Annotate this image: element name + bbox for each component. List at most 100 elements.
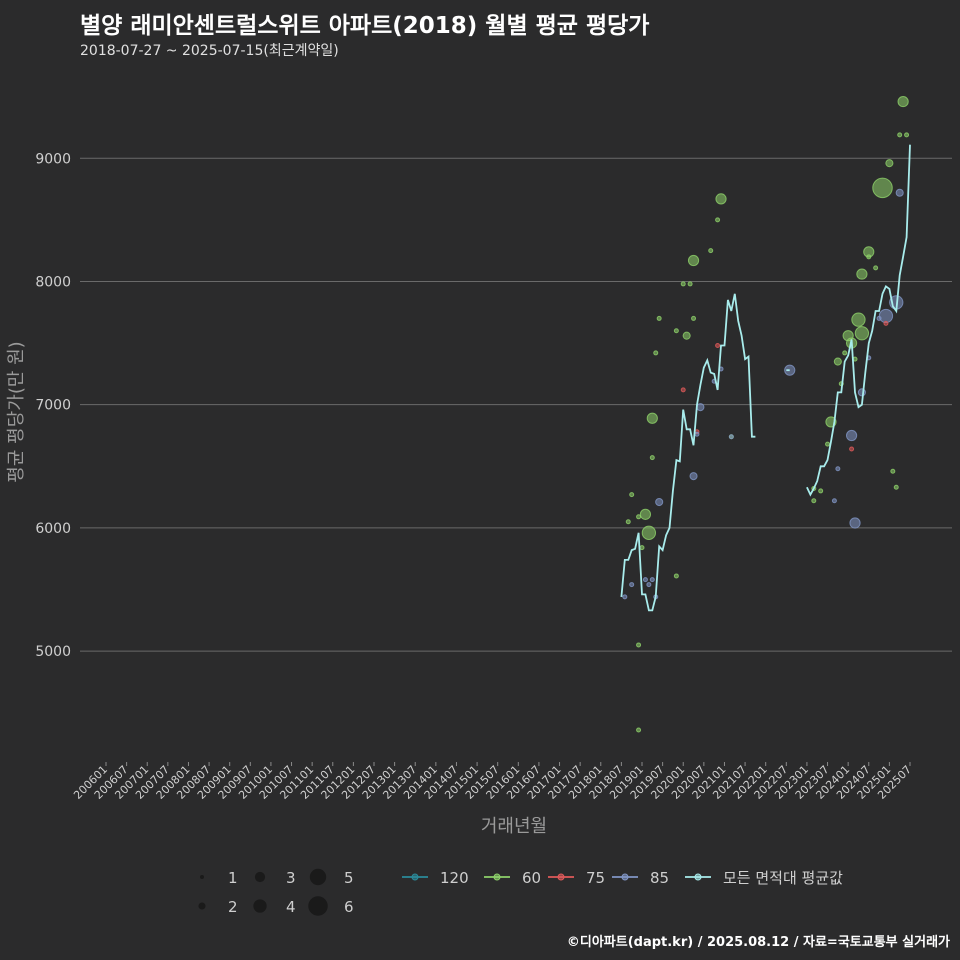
legend-color-dot	[411, 873, 419, 881]
data-point-60	[897, 95, 909, 108]
y-tick-label: 5000	[35, 644, 71, 660]
legend-color-label: 60	[522, 869, 541, 887]
data-point-60	[825, 441, 831, 447]
legend-size-label: 6	[344, 898, 354, 916]
data-point-60	[639, 545, 645, 551]
data-point-60	[639, 508, 652, 520]
average-line-segment	[620, 293, 756, 612]
data-point-85	[728, 434, 734, 440]
average-line-segment	[806, 144, 911, 497]
data-point-60	[636, 642, 642, 648]
data-point-60	[656, 315, 662, 321]
data-point-75	[849, 446, 855, 452]
y-tick-label: 6000	[35, 521, 71, 537]
legend-size-swatch	[253, 899, 267, 913]
y-axis-ticks: 5000 6000 7000 8000 9000	[35, 151, 71, 660]
legend-size-swatch	[308, 896, 328, 916]
data-point-75	[883, 320, 889, 326]
data-point-60	[890, 468, 896, 474]
chart-title: 별양 래미안센트럴스위트 아파트(2018) 월별 평균 평당가	[80, 13, 650, 39]
data-point-60	[680, 281, 686, 287]
data-point-60	[641, 525, 657, 540]
legend-size-label: 1	[228, 869, 238, 887]
legend-color-dot	[557, 873, 565, 881]
y-tick-label: 7000	[35, 398, 71, 414]
data-point-85	[878, 308, 894, 324]
legend-color-label: 85	[650, 869, 669, 887]
legend-size-label: 4	[286, 898, 296, 916]
data-point-60	[629, 492, 635, 498]
data-point-85	[629, 582, 635, 588]
data-point-60	[833, 357, 842, 366]
legend: 1 2 3 4 5 6 120 60 75 85 모든 면적대 평균값	[198, 868, 843, 916]
data-point-60	[682, 331, 691, 340]
data-point-60	[687, 281, 693, 287]
data-point-85	[849, 517, 861, 529]
legend-size-label: 3	[286, 869, 296, 887]
data-point-85	[835, 466, 841, 472]
legend-size-swatch	[200, 875, 204, 879]
data-point-60	[715, 193, 727, 205]
data-point-60	[646, 412, 658, 424]
data-point-60	[842, 350, 848, 356]
legend-color-label: 모든 면적대 평균값	[723, 869, 843, 887]
data-point-60	[893, 484, 899, 490]
data-point-60	[687, 254, 700, 267]
data-point-60	[673, 328, 679, 334]
data-point-60	[653, 350, 659, 356]
x-axis-ticks: 2006012006072007012007072008012008072009…	[71, 762, 914, 802]
legend-size-swatch	[198, 902, 206, 910]
data-point-85	[845, 429, 858, 442]
y-tick-label: 8000	[35, 274, 71, 290]
data-point-85	[655, 497, 664, 507]
data-point-60	[673, 573, 679, 579]
data-point-60	[897, 132, 903, 138]
data-point-60	[851, 312, 866, 327]
legend-color-dot	[621, 873, 629, 881]
legend-size-swatch	[254, 871, 266, 883]
legend-color-label: 120	[440, 869, 469, 887]
data-point-85	[694, 431, 700, 437]
data-point-60	[636, 727, 642, 733]
data-point-60	[885, 159, 894, 168]
chart-subtitle: 2018-07-27 ~ 2025-07-15(최근계약일)	[80, 43, 339, 59]
data-point-85	[689, 472, 698, 481]
legend-size-label: 5	[344, 869, 354, 887]
data-point-75	[715, 343, 721, 349]
data-point-85	[642, 577, 648, 583]
data-point-60	[649, 455, 655, 461]
data-point-85	[784, 364, 796, 376]
y-tick-label: 9000	[35, 151, 71, 167]
data-point-60	[715, 217, 721, 223]
data-point-75	[680, 387, 686, 393]
data-point-60	[691, 315, 697, 321]
data-point-60	[872, 177, 893, 199]
data-point-85	[831, 498, 837, 504]
source-credit: ©디아파트(dapt.kr) / 2025.08.12 / 자료=국토교통부 실…	[566, 935, 950, 950]
data-point-85	[622, 594, 628, 600]
data-point-85	[895, 188, 904, 197]
gridlines	[80, 157, 952, 652]
y-axis-label: 평균 평당가(만 원)	[6, 341, 27, 482]
legend-size-swatch	[309, 868, 327, 886]
data-point-60	[873, 265, 879, 271]
data-point-60	[811, 498, 817, 504]
legend-color-dot	[493, 873, 501, 881]
data-point-60	[866, 254, 872, 260]
data-point-85	[857, 388, 866, 397]
data-point-60	[625, 519, 631, 525]
x-axis-label: 거래년월	[481, 816, 547, 837]
legend-color-label: 75	[586, 869, 605, 887]
data-point-60	[904, 132, 910, 138]
data-point-60	[856, 268, 868, 280]
data-point-60	[708, 248, 714, 254]
average-line	[620, 144, 911, 612]
data-point-85	[649, 577, 655, 583]
data-point-85	[646, 582, 652, 588]
data-point-85	[696, 403, 705, 412]
data-points	[622, 95, 910, 733]
legend-color-dot	[694, 873, 702, 881]
legend-size-label: 2	[228, 898, 238, 916]
data-point-60	[818, 488, 824, 494]
